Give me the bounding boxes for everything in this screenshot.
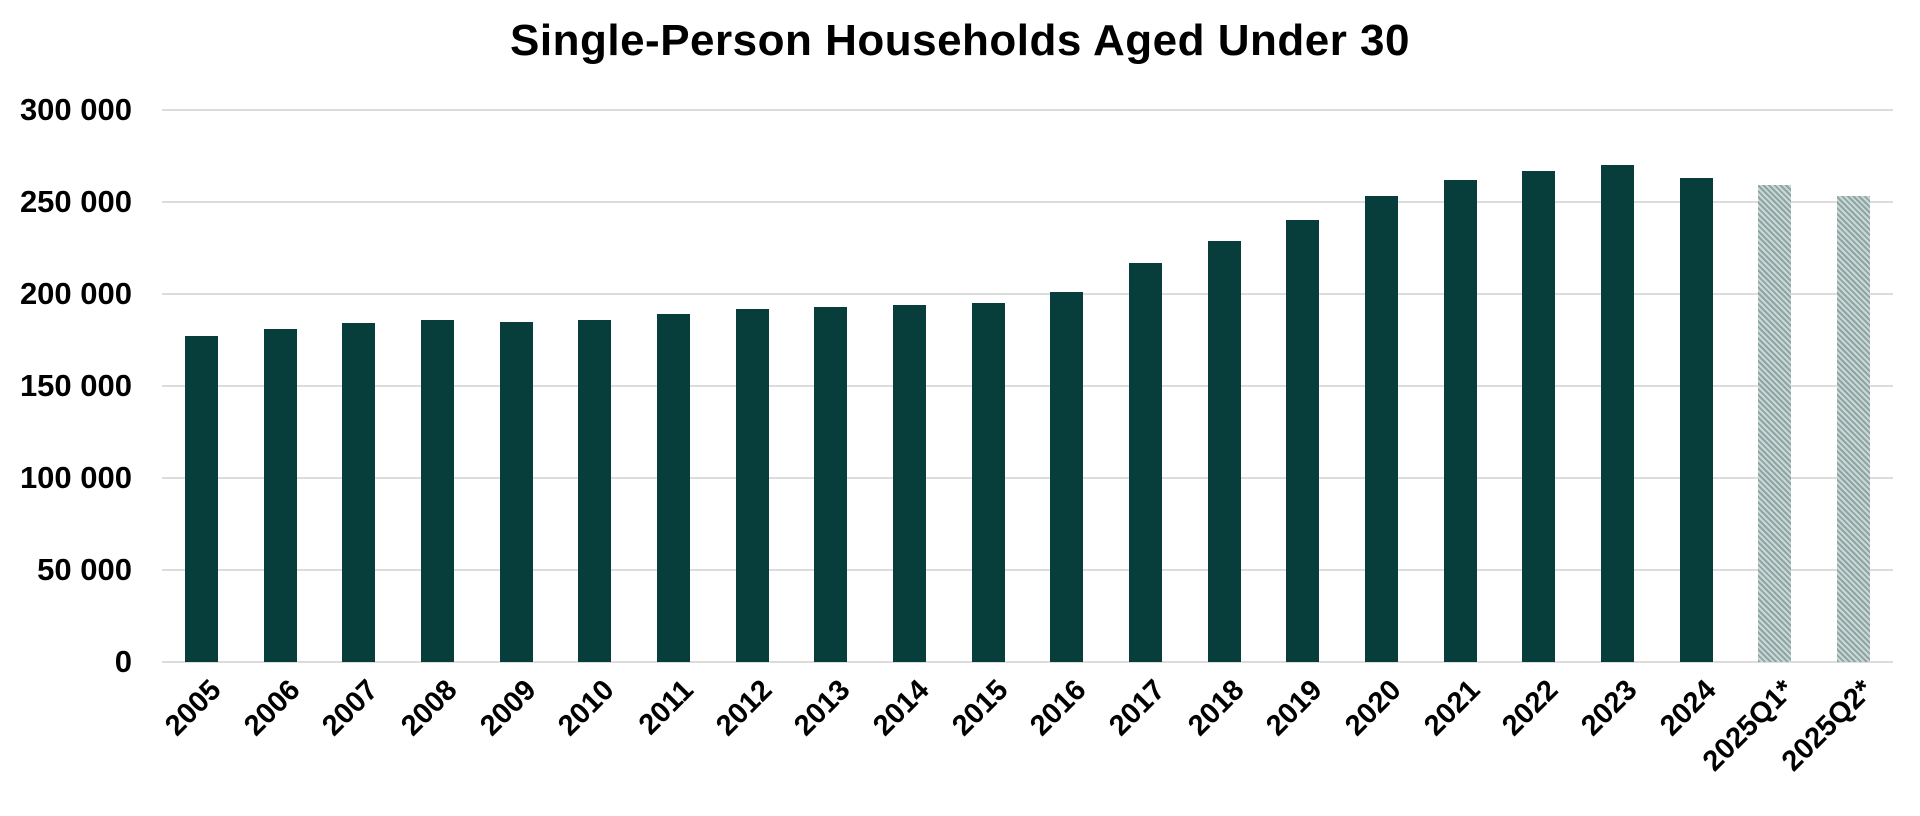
x-tick-label: 2013 <box>788 673 857 743</box>
x-tick-label: 2021 <box>1417 673 1487 743</box>
gridline <box>162 477 1893 479</box>
bar <box>814 307 848 662</box>
bar <box>1679 178 1713 662</box>
gridline <box>162 109 1893 111</box>
gridline <box>162 661 1893 663</box>
bar <box>1365 196 1399 662</box>
plot-area <box>162 109 1893 663</box>
bar-provisional <box>1758 185 1792 662</box>
x-tick-label: 2023 <box>1575 673 1644 743</box>
x-tick-label: 2007 <box>316 673 385 743</box>
bar <box>578 320 612 662</box>
chart-title: Single-Person Households Aged Under 30 <box>510 16 1410 65</box>
y-tick-label: 200 000 <box>19 276 132 311</box>
y-tick-label: 150 000 <box>19 368 132 403</box>
x-tick-label: 2006 <box>237 673 306 743</box>
y-tick-label: 100 000 <box>19 460 132 495</box>
bar <box>656 314 690 662</box>
bar <box>184 336 218 662</box>
gridline <box>162 569 1893 571</box>
bar <box>1522 171 1556 662</box>
bar-provisional <box>1837 196 1871 662</box>
x-tick-label: 2017 <box>1103 673 1172 743</box>
bar <box>1050 292 1084 662</box>
bar <box>1129 263 1163 662</box>
x-tick-label: 2024 <box>1653 673 1723 743</box>
bar <box>1286 220 1320 662</box>
x-tick-label: 2010 <box>552 673 621 743</box>
x-tick-label: 2008 <box>395 673 464 743</box>
bar <box>499 322 533 662</box>
x-tick-label: 2005 <box>159 673 228 743</box>
bar <box>1207 241 1241 662</box>
x-tick-label: 2011 <box>632 673 700 742</box>
y-tick-label: 300 000 <box>19 92 132 127</box>
bar <box>342 323 376 662</box>
gridline <box>162 385 1893 387</box>
bar <box>420 320 454 662</box>
bar <box>735 309 769 662</box>
x-tick-label: 2016 <box>1024 673 1093 743</box>
gridline <box>162 201 1893 203</box>
x-tick-label: 2014 <box>867 673 936 743</box>
bar <box>892 305 926 662</box>
x-tick-label: 2020 <box>1339 673 1408 743</box>
bar <box>1601 165 1635 662</box>
x-tick-label: 2012 <box>709 673 779 743</box>
gridline <box>162 293 1893 295</box>
x-tick-label: 2022 <box>1496 673 1565 743</box>
x-tick-label: 2018 <box>1181 673 1251 743</box>
bar <box>971 303 1005 662</box>
x-tick-label: 2019 <box>1260 673 1329 743</box>
bar <box>263 329 297 662</box>
x-tick-label: 2009 <box>473 673 543 743</box>
bar <box>1443 180 1477 662</box>
y-tick-label: 50 000 <box>37 552 132 587</box>
x-tick-label: 2015 <box>945 673 1015 743</box>
y-tick-label: 0 <box>114 644 132 679</box>
y-tick-label: 250 000 <box>19 184 132 219</box>
